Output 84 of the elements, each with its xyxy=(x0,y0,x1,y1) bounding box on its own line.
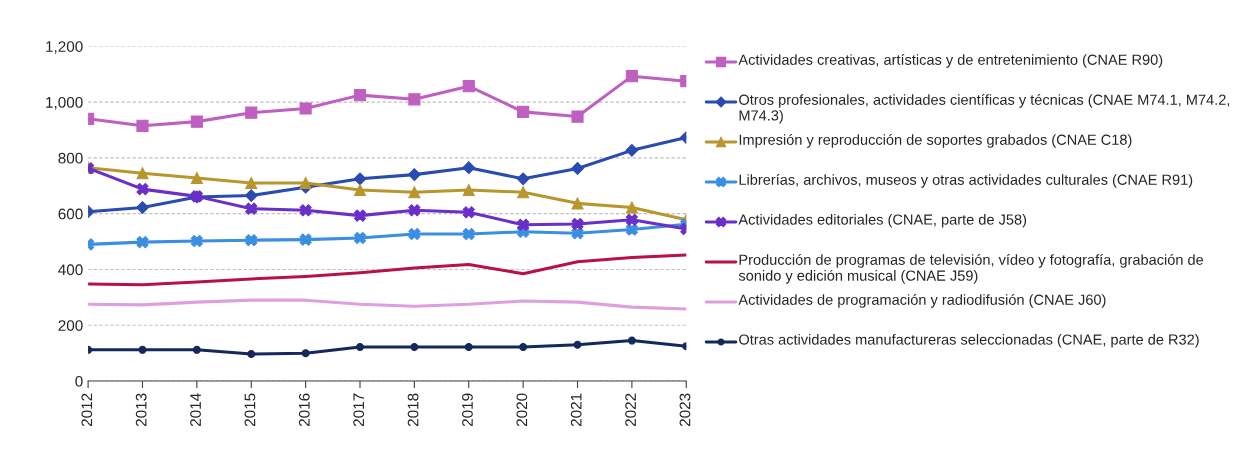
x-tick-label: 2015 xyxy=(244,393,256,427)
point xyxy=(136,201,149,214)
line-series xyxy=(88,298,687,311)
x-tick-label: 2014 xyxy=(190,393,201,427)
point xyxy=(410,343,419,352)
point xyxy=(625,143,639,157)
point xyxy=(462,206,475,219)
legend-label: Producción de programas de televisión, vídeo y fotografía, grabación de sonido y edición musical (CNAE J59) xyxy=(738,254,1204,284)
point xyxy=(356,343,364,352)
point xyxy=(408,204,421,217)
point xyxy=(519,343,528,352)
point xyxy=(571,197,584,210)
point xyxy=(517,105,530,118)
point xyxy=(625,213,638,226)
point xyxy=(136,183,149,196)
point xyxy=(573,340,582,349)
point xyxy=(247,350,256,358)
point xyxy=(245,176,258,190)
point xyxy=(464,343,473,352)
point xyxy=(462,161,476,175)
point xyxy=(138,345,147,354)
point xyxy=(136,119,149,132)
point xyxy=(571,162,584,175)
x-tick-label: 2022 xyxy=(625,393,636,427)
point xyxy=(299,102,312,115)
point xyxy=(625,201,638,214)
point xyxy=(517,186,530,199)
point xyxy=(462,227,475,241)
point xyxy=(136,167,149,180)
point xyxy=(353,89,367,102)
x-tick-label: 2012 xyxy=(81,393,93,427)
y-tick-label: 200 xyxy=(58,320,83,331)
point xyxy=(353,183,367,197)
line-series xyxy=(88,253,687,287)
legend-label: Actividades de programación y radiodifusión (CNAE J60) xyxy=(738,294,1106,308)
y-tick-label: 800 xyxy=(58,152,83,164)
x-tick-label: 2016 xyxy=(298,393,310,427)
point xyxy=(244,189,258,202)
point xyxy=(571,110,584,123)
point xyxy=(190,115,203,128)
point xyxy=(299,233,312,246)
x-tick-label: 2019 xyxy=(462,393,473,427)
point xyxy=(408,227,421,241)
point xyxy=(192,345,201,354)
point xyxy=(299,176,312,190)
legend-label: Otras actividades manufactureras seleccionadas (CNAE, parte de R32) xyxy=(739,334,1199,348)
legend-label: Librerías, archivos, museos y otras actividades culturales (CNAE R91) xyxy=(739,174,1193,188)
point xyxy=(462,80,475,93)
legend-label: Otros profesionales, actividades científicas y técnicas (CNAE M74.1, M74.2, M74.3) xyxy=(739,94,1230,124)
point xyxy=(190,171,203,185)
y-tick-label: 1,200 xyxy=(46,41,83,54)
point xyxy=(625,223,638,236)
y-tick-label: 0 xyxy=(75,375,83,387)
y-tick-label: 600 xyxy=(58,208,83,220)
legend-label: Impresión y reproducción de soportes grabados (CNAE C18) xyxy=(739,134,1132,148)
y-tick-label: 400 xyxy=(58,264,83,276)
point xyxy=(571,217,584,231)
point xyxy=(353,209,367,222)
point xyxy=(301,349,310,358)
point xyxy=(462,183,475,197)
point xyxy=(517,218,530,231)
point xyxy=(407,168,421,182)
point xyxy=(245,234,258,247)
legend-label: Actividades editoriales (CNAE, parte de J58) xyxy=(738,214,1027,228)
point xyxy=(353,231,367,245)
point xyxy=(353,172,367,186)
x-tick-label: 2017 xyxy=(353,393,365,427)
legend-label: Actividades creativas, artísticas y de entretenimiento (CNAE R90) xyxy=(738,54,1163,68)
x-tick-label: 2020 xyxy=(516,393,528,427)
x-tick-label: 2018 xyxy=(407,393,419,427)
point xyxy=(627,336,636,345)
y-tick-label: 1,000 xyxy=(46,96,83,110)
x-tick-label: 2023 xyxy=(679,393,691,427)
point xyxy=(190,234,203,248)
point xyxy=(408,93,421,106)
point xyxy=(299,204,312,217)
point xyxy=(245,202,258,215)
point xyxy=(245,106,258,119)
point xyxy=(625,70,638,83)
point xyxy=(136,236,149,249)
point xyxy=(516,172,530,186)
point xyxy=(408,186,421,199)
x-tick-label: 2013 xyxy=(135,393,147,427)
x-tick-label: 2021 xyxy=(570,393,582,427)
